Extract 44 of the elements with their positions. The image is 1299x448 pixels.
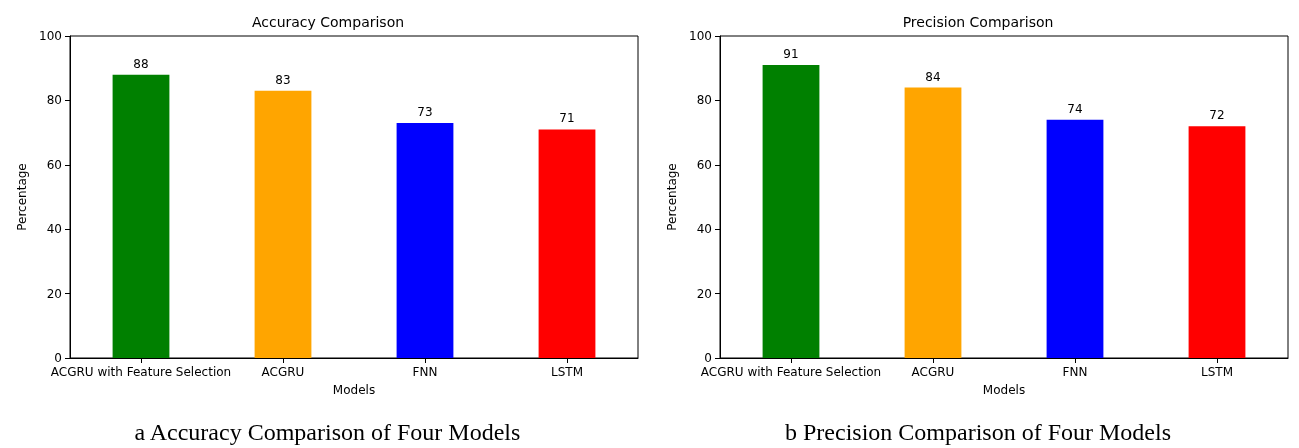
y-axis-title: Percentage [665,163,680,231]
x-tick-label: FNN [412,365,438,379]
data-label: 91 [783,46,799,61]
y-tick-label: 80 [696,93,712,108]
text: a Accuracy Comparison of Four Models [134,419,521,445]
data-label: 84 [925,69,941,84]
bar [254,90,312,358]
y-tick-label: 20 [46,286,62,301]
bar [396,122,454,358]
data-label: 88 [133,56,149,71]
data-label: 71 [559,111,575,126]
data-label: 83 [275,72,291,87]
x-tick-label: FNN [1062,365,1088,379]
y-tick-label: 40 [696,222,712,237]
bar [1188,126,1246,358]
x-tick-label: ACGRU [911,365,955,379]
x-tick-label: ACGRU with Feature Selection [700,365,882,379]
bar [112,74,170,358]
chart-title: Precision Comparison [902,14,1054,30]
y-tick-label: 100 [689,29,712,43]
x-tick-label: LSTM [1201,365,1233,379]
x-axis-title: Models [982,383,1026,397]
y-tick-label: 40 [46,222,62,237]
y-axis-title: Percentage [15,163,30,231]
x-tick-label: LSTM [551,365,583,379]
bar [538,129,596,358]
text: b Precision Comparison of Four Models [785,419,1171,445]
x-tick-label: ACGRU with Feature Selection [50,365,232,379]
y-tick-label: 80 [46,93,62,108]
bar [1046,119,1104,358]
chart-title: Accuracy Comparison [251,14,405,30]
bar [904,87,962,358]
x-axis-title: Models [332,383,376,397]
data-label: 72 [1209,108,1225,123]
y-tick-label: 100 [39,29,62,43]
x-tick-label: ACGRU [261,365,305,379]
data-label: 74 [1067,101,1083,116]
data-label: 73 [417,104,433,119]
bar [762,64,820,358]
y-tick-label: 60 [46,157,62,172]
y-tick-label: 60 [696,157,712,172]
y-tick-label: 0 [704,351,712,365]
y-tick-label: 0 [54,351,62,365]
y-tick-label: 20 [696,286,712,301]
